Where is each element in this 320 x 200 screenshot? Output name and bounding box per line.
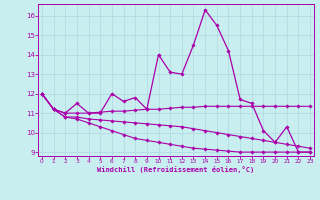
X-axis label: Windchill (Refroidissement éolien,°C): Windchill (Refroidissement éolien,°C) [97,166,255,173]
